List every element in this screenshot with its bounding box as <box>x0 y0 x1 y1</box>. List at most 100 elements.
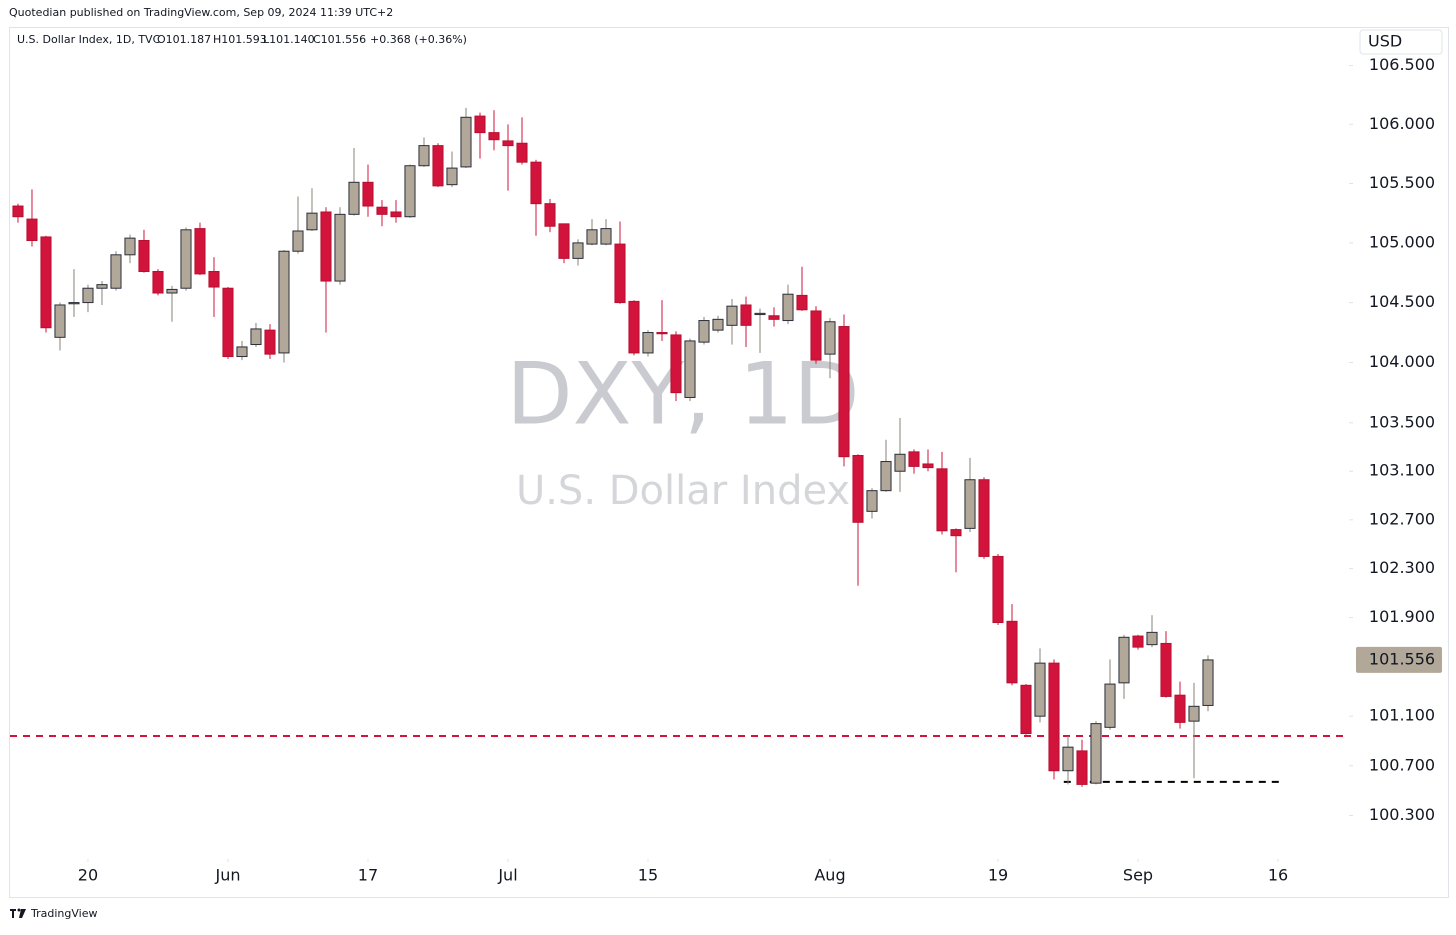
candle-body <box>334 213 346 282</box>
candle-body <box>110 254 122 289</box>
candle-body <box>194 228 206 275</box>
y-tick-label: 100.300 <box>1369 805 1435 824</box>
candle-body <box>572 242 584 259</box>
open-label: O101.187 <box>157 33 211 46</box>
candle-body <box>278 250 290 354</box>
candle-body <box>1202 659 1214 706</box>
candle-body <box>740 304 752 326</box>
candle-body <box>26 218 38 242</box>
candle-body <box>810 310 822 361</box>
candle-body <box>432 145 444 187</box>
candle-body <box>446 167 458 186</box>
candle-body <box>922 463 934 469</box>
y-tick-label: 100.700 <box>1369 755 1435 774</box>
y-tick-label: 105.000 <box>1369 232 1435 251</box>
chart-frame <box>9 27 1449 898</box>
candle-body <box>1076 750 1088 785</box>
candle-body <box>1034 662 1046 717</box>
x-tick-label: 20 <box>78 866 98 885</box>
candle-body <box>782 293 794 322</box>
candle-body <box>684 340 696 398</box>
candle-body <box>628 300 640 354</box>
watermark-subtitle: U.S. Dollar Index <box>516 468 850 514</box>
currency[interactable]: USD <box>1368 32 1402 51</box>
y-tick-label: 106.500 <box>1369 55 1435 74</box>
candle-body <box>236 346 248 358</box>
candle-body <box>264 329 276 355</box>
candle-body <box>558 223 570 259</box>
candle-body <box>600 228 612 245</box>
last-price-box <box>1356 646 1442 673</box>
brand: TradingView <box>30 907 97 920</box>
candle-body <box>292 230 304 252</box>
x-tick-label: 19 <box>988 866 1008 885</box>
candle-body <box>1062 746 1074 772</box>
candle-body <box>894 453 906 472</box>
candle-body <box>404 165 416 218</box>
candle-body <box>712 318 724 331</box>
candle-body <box>1104 683 1116 728</box>
candle-body <box>54 304 66 338</box>
x-tick-label: 17 <box>358 866 378 885</box>
candle-body <box>1146 631 1158 646</box>
y-tick-label: 103.100 <box>1369 461 1435 480</box>
high-label: H101.593 <box>213 33 267 46</box>
y-tick-label: 101.900 <box>1369 607 1435 626</box>
y-tick-label: 101.100 <box>1369 706 1435 725</box>
last-price-label: 101.556 <box>1369 649 1435 668</box>
y-tick-label: 105.500 <box>1369 173 1435 192</box>
close-label: C101.556 <box>313 33 366 46</box>
candle-body <box>152 271 164 294</box>
candle-body <box>950 529 962 537</box>
candle-body <box>726 305 738 326</box>
candle-body <box>908 451 920 467</box>
x-tick-label: Jul <box>497 866 517 885</box>
candle-body <box>698 320 710 343</box>
change-label: +0.368 (+0.36%) <box>370 33 467 46</box>
candle-body <box>670 334 682 394</box>
candle-body <box>838 326 850 458</box>
symbol: U.S. Dollar Index, 1D, TVC <box>17 33 161 46</box>
candle-body <box>936 468 948 532</box>
byline: Quotedian published on TradingView.com, … <box>9 6 393 19</box>
candle-body <box>320 211 332 282</box>
y-tick-label: 103.500 <box>1369 412 1435 431</box>
watermark-title: DXY, 1D <box>506 344 859 444</box>
candle-body <box>1188 705 1200 722</box>
candle-body <box>1006 620 1018 684</box>
candle-body <box>68 302 80 305</box>
candle-body <box>1160 642 1172 697</box>
candle-body <box>124 237 136 256</box>
y-tick-label: 102.700 <box>1369 509 1435 528</box>
candle-body <box>642 332 654 354</box>
candle-body <box>1020 684 1032 735</box>
y-tick-label: 106.000 <box>1369 114 1435 133</box>
y-tick-label: 102.300 <box>1369 558 1435 577</box>
candle-body <box>880 461 892 492</box>
candle-body <box>82 287 94 304</box>
candle-body <box>866 490 878 512</box>
candle-body <box>474 115 486 134</box>
candle-body <box>222 287 234 358</box>
candle-body <box>96 284 108 289</box>
x-tick-label: 15 <box>638 866 658 885</box>
candle-body <box>488 132 500 141</box>
candle-body <box>208 271 220 288</box>
candle-body <box>656 332 668 335</box>
candle-body <box>460 116 472 168</box>
candle-body <box>978 479 990 557</box>
candle-body <box>1118 636 1130 684</box>
candle-body <box>516 142 528 163</box>
currency-box[interactable] <box>1359 29 1443 55</box>
candle-body <box>1048 662 1060 772</box>
candle-body <box>306 212 318 231</box>
brand-logo <box>10 908 26 918</box>
candle-body <box>376 206 388 215</box>
y-tick-label: 104.500 <box>1369 292 1435 311</box>
low-label: L101.140 <box>263 33 315 46</box>
candle-body <box>1132 635 1144 648</box>
candle-body <box>180 229 192 289</box>
candle-body <box>166 288 178 294</box>
